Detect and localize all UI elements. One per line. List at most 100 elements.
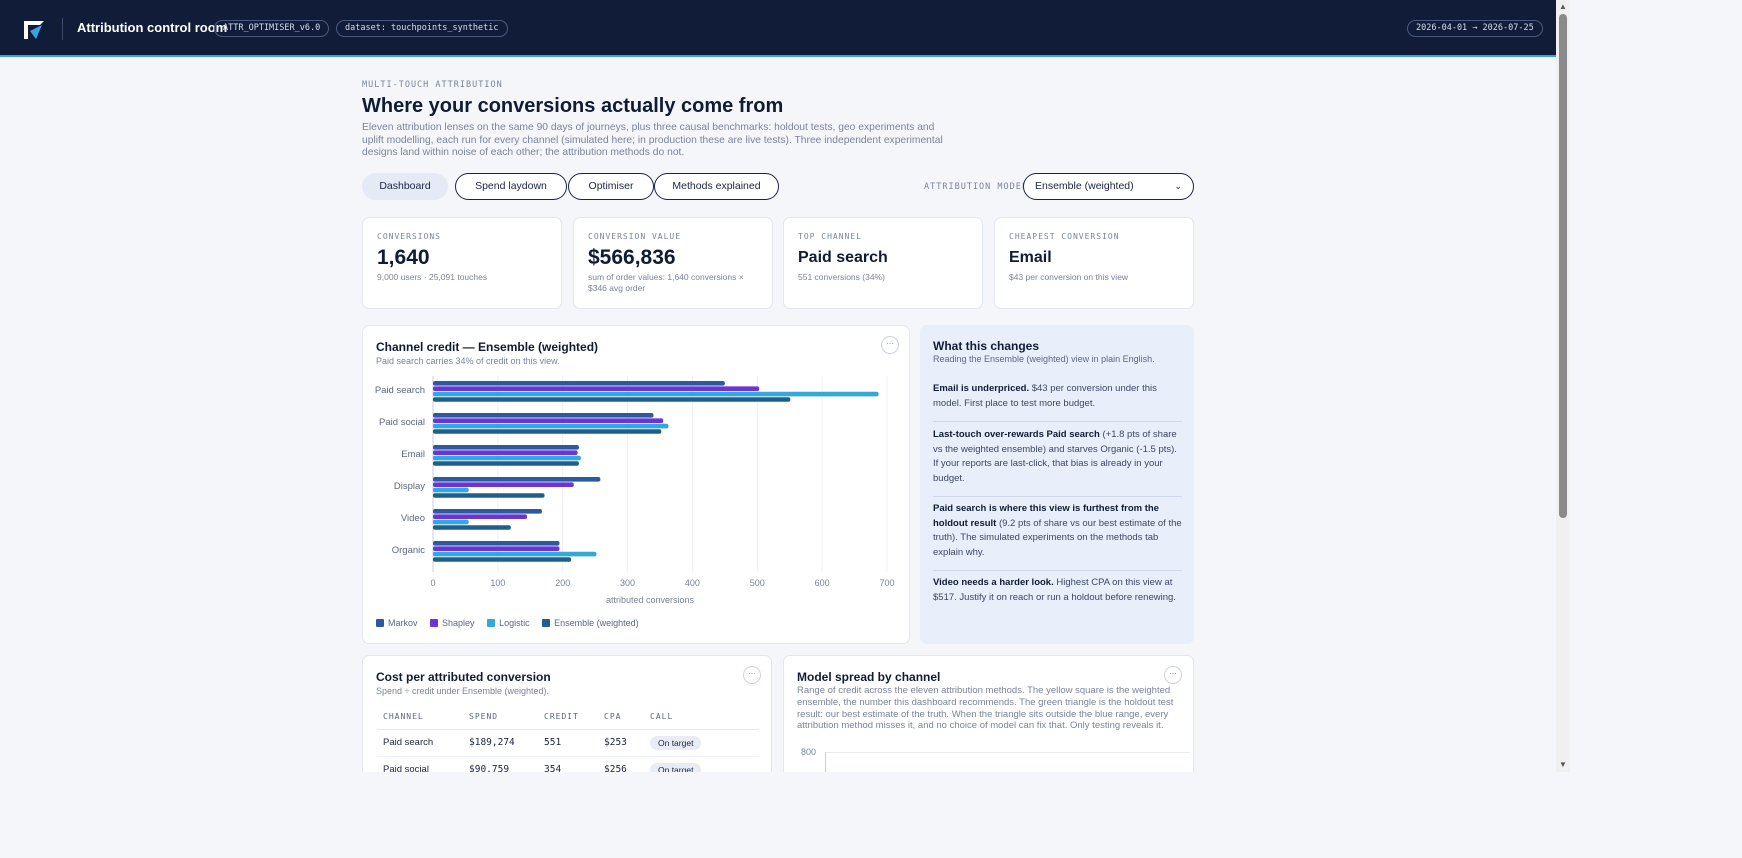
- bar: [433, 557, 572, 562]
- x-tick-label: 300: [620, 578, 635, 588]
- y-axis: [825, 752, 826, 772]
- bar: [433, 429, 662, 434]
- insight-lead: Last-touch over-rewards Paid search: [933, 429, 1100, 440]
- x-tick-label: 700: [879, 578, 894, 588]
- legend-swatch: [487, 619, 496, 627]
- model-select-value: Ensemble (weighted): [1035, 180, 1134, 192]
- chevron-down-icon: ⌄: [1174, 181, 1182, 191]
- x-tick-label: 0: [430, 578, 435, 588]
- legend-swatch: [542, 619, 551, 627]
- channel-credit-card: Channel credit — Ensemble (weighted) Pai…: [362, 325, 910, 644]
- more-options-icon[interactable]: ···: [743, 666, 761, 684]
- cpa-card-title: Cost per attributed conversion: [376, 670, 551, 684]
- gridline: [825, 752, 1190, 753]
- scrollbar-thumb[interactable]: [1559, 14, 1567, 518]
- model-select[interactable]: Ensemble (weighted) ⌄: [1023, 173, 1194, 200]
- cell-channel: Paid social: [377, 756, 463, 772]
- insight-item: Video needs a harder look. Highest CPA o…: [933, 576, 1182, 605]
- column-header[interactable]: CPA: [598, 705, 644, 730]
- cell-cpa: $253: [598, 729, 644, 757]
- x-tick-label: 100: [490, 578, 505, 588]
- insight-item: Last-touch over-rewards Paid search (+1.…: [933, 428, 1182, 486]
- legend-label: Markov: [388, 618, 418, 628]
- category-label: Paid social: [379, 417, 425, 428]
- dataset-pill: dataset: touchpoints_synthetic: [336, 20, 508, 37]
- bar: [433, 487, 469, 493]
- tab-optimiser[interactable]: Optimiser: [568, 173, 654, 200]
- more-options-icon[interactable]: ···: [1164, 666, 1182, 684]
- header-divider: [62, 18, 63, 40]
- kpi-value: Paid search: [798, 249, 888, 266]
- divider: [933, 496, 1182, 497]
- insight-text: $43 per conversion under this model. Fir…: [933, 383, 1157, 409]
- category-label: Video: [401, 513, 425, 524]
- chart-legend: Markov Shapley Logistic Ensemble (weight…: [376, 618, 639, 628]
- cell-channel: Paid search: [377, 729, 463, 757]
- tab-methods-explained[interactable]: Methods explained: [654, 173, 779, 200]
- x-tick-label: 500: [750, 578, 765, 588]
- scroll-up-icon[interactable]: ▲: [1559, 2, 1567, 11]
- kpi-card-cheapest-conversion: CHEAPEST CONVERSION Email $43 per conver…: [994, 217, 1194, 309]
- category-label: Email: [401, 449, 425, 460]
- bar: [433, 493, 545, 498]
- legend-item-markov[interactable]: Markov: [376, 618, 418, 628]
- x-axis-label: attributed conversions: [606, 595, 695, 605]
- kpi-card-conversion-value: CONVERSION VALUE $566,836 sum of order v…: [573, 217, 773, 309]
- table-header-row: CHANNEL SPEND CREDIT CPA CALL: [377, 705, 759, 730]
- bar: [433, 546, 560, 551]
- model-spread-title: Model spread by channel: [797, 670, 941, 684]
- table-row[interactable]: Paid search $189,274 551 $253 On target: [377, 729, 759, 757]
- bar: [433, 541, 560, 546]
- top-bar: Attribution control room ATTR_OPTIMISER_…: [0, 0, 1556, 57]
- column-header[interactable]: CREDIT: [538, 705, 598, 730]
- cell-spend: $90,759: [463, 756, 538, 772]
- bar: [433, 519, 469, 525]
- date-range-pill[interactable]: 2026-04-01 → 2026-07-25: [1407, 20, 1543, 37]
- legend-swatch: [376, 619, 384, 627]
- bar: [433, 461, 579, 466]
- legend-item-ensemble[interactable]: Ensemble (weighted): [542, 618, 639, 628]
- kpi-value: $566,836: [588, 246, 676, 269]
- kpi-label: CONVERSIONS: [377, 232, 441, 241]
- bar: [433, 445, 579, 450]
- scroll-down-icon[interactable]: ▼: [1559, 760, 1567, 769]
- legend-item-logistic[interactable]: Logistic: [487, 618, 530, 628]
- logo-icon[interactable]: [22, 19, 46, 41]
- kpi-value: Email: [1009, 249, 1052, 266]
- insight-item: Paid search is where this view is furthe…: [933, 502, 1182, 560]
- channel-credit-chart: 0 100 200 300 400 500 600 700 attributed convers…: [375, 376, 895, 605]
- legend-item-shapley[interactable]: Shapley: [430, 618, 475, 628]
- bar: [433, 525, 511, 530]
- bar: [433, 418, 664, 423]
- column-header[interactable]: CHANNEL: [377, 705, 463, 730]
- side-panel-subtitle: Reading the Ensemble (weighted) view in …: [933, 354, 1155, 364]
- table-row[interactable]: Paid social $90,759 354 $256 On target: [377, 756, 759, 772]
- insight-text: (9.2 pts of share vs our best estimate o…: [933, 517, 1182, 558]
- kpi-label: CHEAPEST CONVERSION: [1009, 232, 1120, 241]
- column-header[interactable]: SPEND: [463, 705, 538, 730]
- tab-dashboard[interactable]: Dashboard: [362, 173, 448, 200]
- tab-spend-laydown[interactable]: Spend laydown: [455, 173, 567, 200]
- insight-lead: Email is underpriced.: [933, 383, 1030, 394]
- cell-credit: 551: [538, 729, 598, 757]
- insight-lead: Video needs a harder look.: [933, 577, 1054, 588]
- insight-text: (+1.8 pts of share vs the weighted ensem…: [933, 429, 1177, 484]
- column-header[interactable]: CALL: [644, 705, 759, 730]
- kpi-value: 1,640: [377, 246, 430, 269]
- status-badge: On target: [650, 762, 702, 772]
- cell-credit: 354: [538, 756, 598, 772]
- bar: [433, 477, 601, 482]
- version-pill: ATTR_OPTIMISER_v6.0: [214, 20, 330, 37]
- bar: [433, 455, 581, 461]
- kpi-subtext: 9,000 users · 25,091 touches: [377, 272, 488, 282]
- x-tick-label: 600: [815, 578, 830, 588]
- cell-spend: $189,274: [463, 729, 538, 757]
- kpi-label: CONVERSION VALUE: [588, 232, 682, 241]
- app-title: Attribution control room: [77, 20, 228, 35]
- more-options-icon[interactable]: ···: [881, 336, 899, 354]
- legend-label: Logistic: [499, 618, 530, 628]
- cpa-card: Cost per attributed conversion Spend ÷ c…: [362, 655, 772, 772]
- category-label: Organic: [392, 545, 426, 556]
- cell-cpa: $256: [598, 756, 644, 772]
- legend-label: Ensemble (weighted): [554, 618, 639, 628]
